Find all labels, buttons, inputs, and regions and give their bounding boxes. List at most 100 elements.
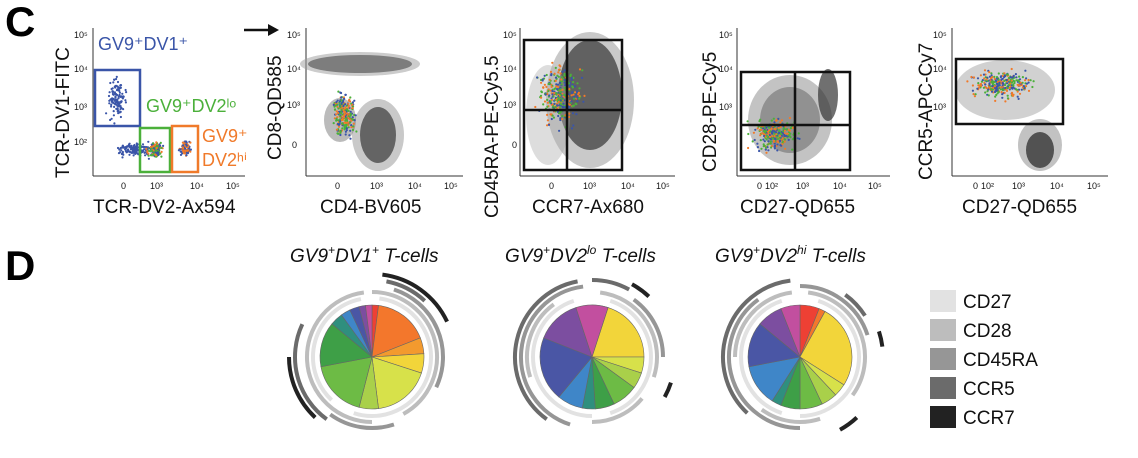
event-dot	[115, 75, 118, 78]
event-dot	[977, 86, 981, 89]
event-dot	[780, 119, 784, 122]
event-dot	[112, 114, 115, 117]
plot-frame	[92, 28, 245, 177]
arrow-icon	[244, 24, 279, 36]
event-dot	[347, 104, 350, 108]
density-cloud	[526, 32, 634, 168]
event-dot	[1009, 80, 1012, 83]
event-dot	[342, 114, 345, 117]
event-dot	[1006, 97, 1010, 100]
event-dot	[765, 130, 768, 133]
event-dot	[557, 85, 560, 89]
event-dot	[1013, 81, 1016, 85]
event-dot	[1007, 78, 1010, 81]
event-dot	[568, 103, 571, 106]
x-tick: 10⁵	[444, 181, 458, 191]
event-dot	[109, 118, 112, 122]
event-dot	[347, 116, 350, 119]
event-dot	[108, 102, 111, 105]
pie-ring-arc	[609, 298, 653, 416]
event-dot	[781, 130, 785, 133]
event-dot	[112, 110, 115, 113]
event-dot	[767, 136, 770, 139]
event-dot	[350, 124, 353, 127]
event-dot	[107, 94, 111, 98]
event-dot	[184, 147, 187, 150]
event-dot	[155, 141, 158, 144]
event-dot	[189, 148, 192, 151]
event-dot	[764, 148, 767, 151]
event-dot	[985, 78, 988, 81]
event-dot	[184, 150, 187, 153]
event-dot	[548, 78, 551, 81]
event-dot	[341, 106, 344, 109]
pie-ring-arc	[807, 290, 867, 397]
event-dot	[335, 128, 338, 131]
event-dot	[1027, 81, 1030, 84]
event-dot	[1004, 100, 1007, 103]
event-dot	[132, 154, 135, 157]
density-cloud	[300, 52, 420, 171]
event-dot	[780, 133, 783, 136]
event-dot	[1005, 89, 1009, 92]
event-dot	[558, 129, 561, 132]
event-dot	[987, 94, 990, 97]
event-dot	[156, 152, 159, 155]
event-dot	[775, 133, 778, 136]
event-dot	[149, 145, 152, 149]
event-dot	[339, 131, 342, 134]
event-dot	[119, 84, 123, 87]
event-dot	[546, 93, 549, 96]
event-dot	[348, 134, 351, 137]
event-dot	[766, 143, 769, 146]
event-dot	[999, 80, 1002, 83]
gate-label-dv1: GV9⁺DV1⁺	[98, 34, 188, 54]
event-dot	[1016, 90, 1019, 93]
event-dot	[1023, 87, 1026, 90]
event-dot	[150, 154, 153, 157]
pie-ring-arc	[799, 284, 870, 336]
event-dot	[982, 86, 986, 89]
event-dot	[338, 118, 341, 121]
event-dot	[117, 112, 120, 115]
event-dot	[121, 150, 124, 154]
event-dot	[1010, 93, 1014, 96]
event-dot	[561, 114, 564, 118]
event-dot	[559, 102, 562, 106]
event-dot	[110, 97, 113, 101]
event-dot	[345, 104, 348, 107]
event-dot	[143, 145, 147, 149]
event-dot	[1017, 97, 1020, 100]
event-dot	[341, 127, 344, 130]
y-tick: 10³	[503, 100, 516, 110]
event-dot	[1009, 76, 1012, 79]
event-dot	[770, 146, 773, 149]
event-dot	[143, 148, 146, 151]
event-dot	[117, 152, 121, 155]
event-dot	[542, 103, 545, 106]
event-dot	[781, 132, 785, 135]
event-dot	[773, 132, 776, 135]
x-tick: 10³	[583, 181, 596, 191]
event-dot	[983, 69, 987, 72]
event-dot	[125, 91, 128, 94]
event-dot	[551, 93, 554, 96]
event-dot	[775, 119, 778, 122]
event-dot	[349, 129, 352, 132]
legend-label-ccr7: CCR7	[963, 408, 1015, 429]
y-tick: 10⁴	[287, 64, 301, 74]
event-dot	[179, 148, 182, 151]
pie-ring-arc	[393, 287, 445, 389]
event-dot	[772, 139, 776, 142]
event-dot	[337, 90, 340, 93]
event-dot	[146, 151, 149, 154]
y-tick: 0	[512, 140, 517, 150]
event-dot	[1025, 77, 1028, 80]
event-dot	[571, 91, 574, 94]
pie-title-dv2-lo: GV9+DV2lo T-cells	[505, 243, 656, 267]
event-dot	[561, 105, 564, 108]
pie-ring-arc	[591, 278, 631, 292]
event-dot	[559, 99, 562, 102]
event-dot	[1017, 80, 1021, 83]
event-dot	[128, 150, 131, 153]
